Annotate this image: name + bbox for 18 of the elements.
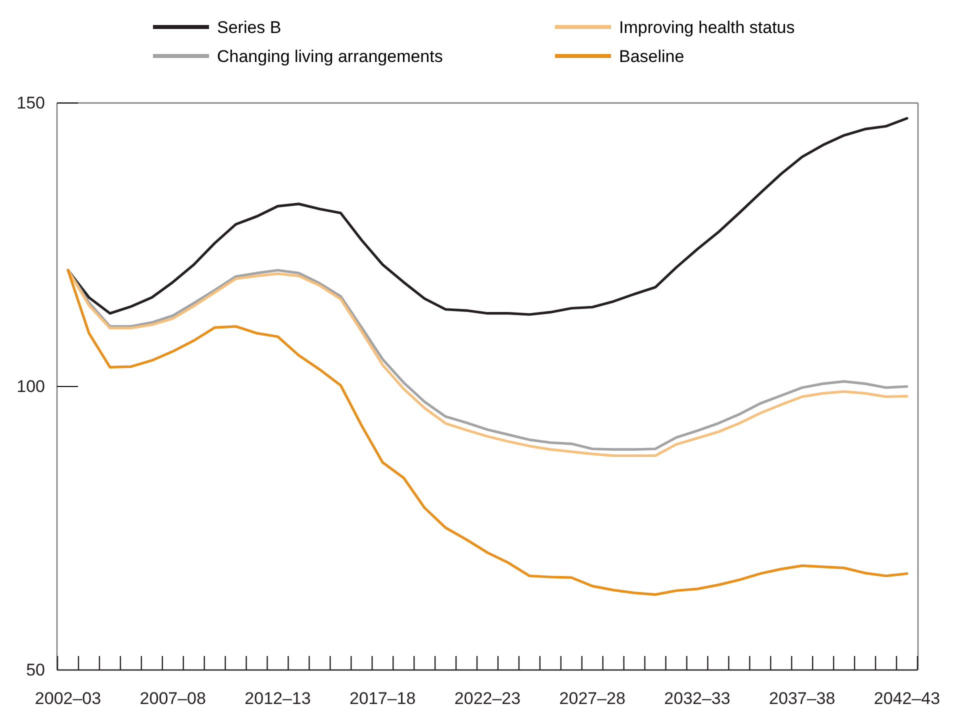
y-tick-label: 100 (16, 376, 45, 396)
x-tick-label: 2022–23 (454, 689, 521, 708)
x-tick-label: 2042–43 (874, 689, 940, 708)
x-tick-label: 2032–33 (664, 689, 730, 708)
x-tick-label: 2012–13 (244, 689, 311, 708)
x-tick-label: 2007–08 (140, 689, 206, 708)
x-tick-label: 2027–28 (559, 689, 626, 708)
legend-label: Series B (217, 18, 282, 37)
line-series (66, 117, 908, 316)
y-tick-label: 150 (16, 93, 45, 112)
x-tick-label: 2002–03 (34, 689, 102, 708)
x-tick-label: 2017–18 (350, 689, 416, 708)
legend-label: Improving health status (619, 18, 795, 37)
x-tick-label: 2037–38 (769, 689, 836, 708)
line-series (66, 268, 908, 596)
legend-label: Changing living arrangements (217, 47, 443, 66)
legend-label: Baseline (619, 47, 684, 66)
y-tick-label: 50 (26, 660, 45, 680)
